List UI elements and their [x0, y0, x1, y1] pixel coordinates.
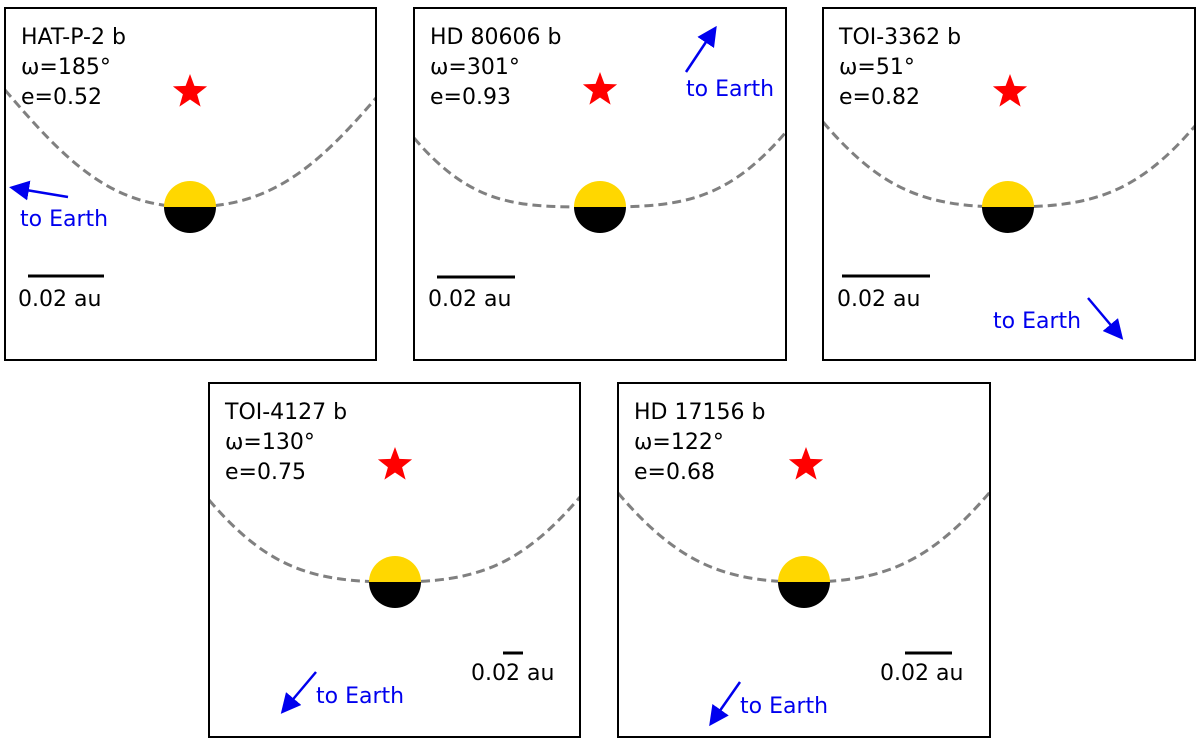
planet-day	[574, 181, 626, 207]
planet-night	[574, 207, 626, 233]
earth-label: to Earth	[20, 207, 108, 232]
eccentricity-label: e=0.82	[839, 85, 920, 110]
panel-frame	[617, 382, 991, 738]
omega-label: ω=51°	[839, 55, 915, 80]
planet-day	[164, 181, 216, 207]
earth-label: to Earth	[686, 77, 774, 102]
omega-label: ω=122°	[634, 430, 724, 455]
star	[788, 447, 824, 480]
eccentricity-label: e=0.68	[634, 460, 715, 485]
planet-name: TOI-3362 b	[838, 25, 961, 50]
earth-label: to Earth	[993, 309, 1081, 334]
panel-frame	[822, 7, 1196, 361]
eccentricity-label: e=0.52	[21, 85, 102, 110]
omega-label: ω=130°	[225, 430, 315, 455]
earth-arrow	[280, 671, 317, 714]
planet-day	[982, 181, 1034, 207]
scale-label: 0.02 au	[880, 661, 963, 686]
panel-content: HD 80606 b ω=301° e=0.93 0.02 au to Earth	[414, 25, 786, 312]
earth-arrow	[1087, 297, 1124, 340]
panel-content: HD 17156 b ω=122° e=0.68 0.02 au to Earth	[618, 400, 990, 727]
star	[172, 74, 208, 107]
planet-name: HD 17156 b	[634, 400, 765, 425]
panel: TOI-3362 b ω=51° e=0.82 0.02 au to Earth	[822, 7, 1196, 361]
planet-night	[982, 207, 1034, 233]
planet-night	[164, 207, 216, 233]
star	[377, 447, 413, 480]
scale-label: 0.02 au	[428, 287, 511, 312]
panel: TOI-4127 b ω=130° e=0.75 0.02 au to Earth	[208, 382, 581, 738]
orbit	[414, 131, 786, 209]
panel: HD 80606 b ω=301° e=0.93 0.02 au to Earth	[413, 7, 787, 361]
scale-label: 0.02 au	[837, 287, 920, 312]
panel: HD 17156 b ω=122° e=0.68 0.02 au to Earth	[617, 382, 991, 738]
planet-night	[778, 582, 830, 608]
panel-content: TOI-4127 b ω=130° e=0.75 0.02 au to Earth	[209, 400, 580, 714]
planet-night	[369, 582, 421, 608]
earth-arrow	[9, 180, 69, 201]
planet-day	[778, 556, 830, 582]
planet-day	[369, 556, 421, 582]
panel-frame	[208, 382, 581, 738]
panel-content: TOI-3362 b ω=51° e=0.82 0.02 au to Earth	[823, 25, 1195, 340]
eccentricity-label: e=0.75	[225, 460, 306, 485]
earth-arrow	[684, 25, 717, 73]
scale-label: 0.02 au	[18, 287, 101, 312]
eccentricity-label: e=0.93	[430, 85, 511, 110]
panel-content: HAT-P-2 b ω=185° e=0.52 0.02 au to Earth	[5, 25, 376, 312]
star	[992, 74, 1028, 107]
panel-frame	[4, 7, 377, 361]
planet-name: HAT-P-2 b	[21, 25, 126, 50]
omega-label: ω=301°	[430, 55, 520, 80]
omega-label: ω=185°	[21, 55, 111, 80]
planet-name: HD 80606 b	[430, 25, 561, 50]
earth-label: to Earth	[740, 694, 828, 719]
planet-name: TOI-4127 b	[224, 400, 347, 425]
panel: HAT-P-2 b ω=185° e=0.52 0.02 au to Earth	[4, 7, 377, 361]
earth-label: to Earth	[316, 684, 404, 709]
earth-arrow	[709, 681, 742, 727]
star	[582, 72, 618, 105]
panel-frame	[413, 7, 787, 361]
scale-label: 0.02 au	[471, 661, 554, 686]
